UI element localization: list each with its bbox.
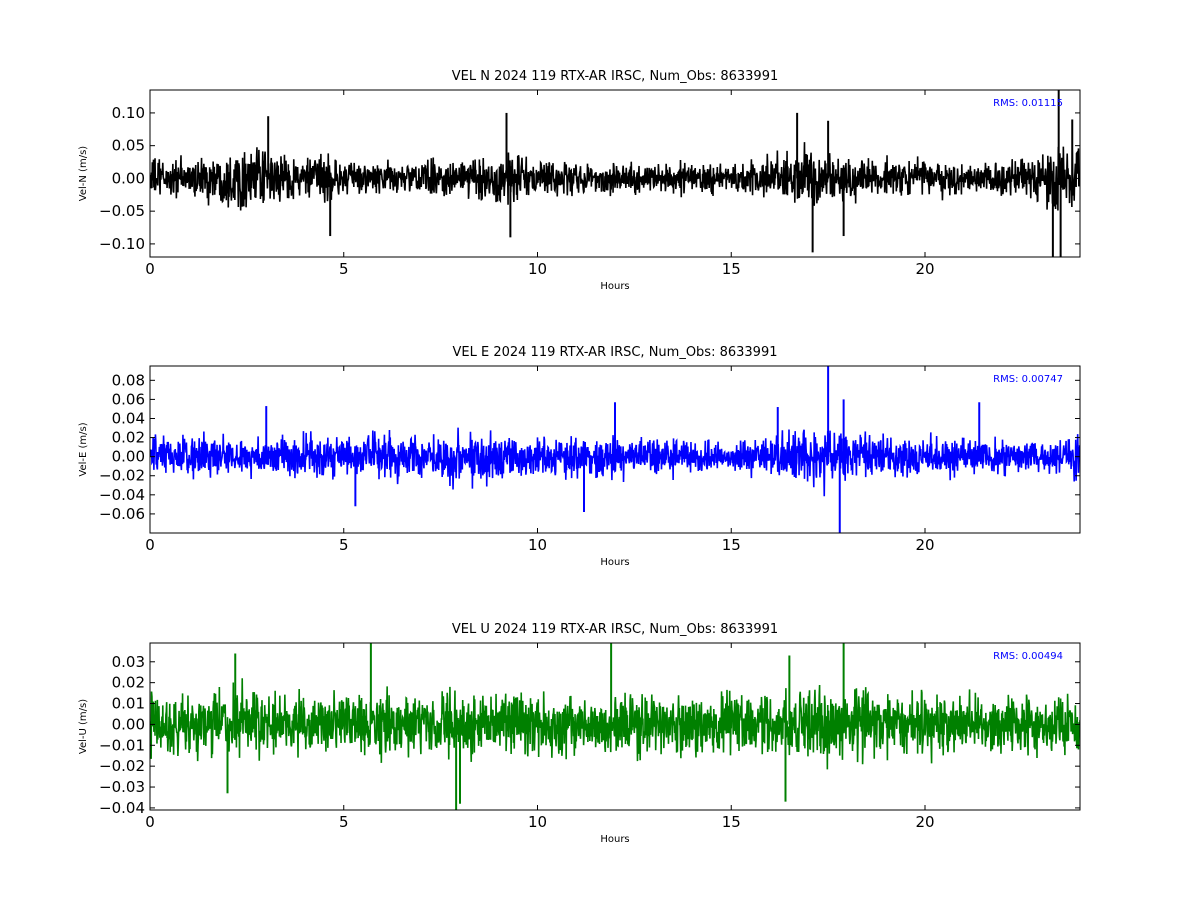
rms-annotation: RMS: 0.00494 (993, 651, 1063, 662)
y-tick-label: −0.01 (99, 736, 145, 754)
x-tick-label: 15 (722, 260, 741, 278)
x-tick-label: 10 (528, 813, 547, 831)
y-tick-label: −0.04 (99, 486, 145, 504)
x-tick-label: 20 (915, 813, 934, 831)
y-tick-label: −0.04 (99, 799, 145, 817)
x-axis-label: Hours (600, 557, 629, 568)
chart-title: VEL E 2024 119 RTX-AR IRSC, Num_Obs: 863… (453, 345, 778, 360)
y-axis-label: Vel-E (m/s) (78, 422, 89, 476)
y-axis-label: Vel-U (m/s) (78, 699, 89, 754)
rms-annotation: RMS: 0.01115 (993, 98, 1063, 109)
rms-annotation: RMS: 0.00747 (993, 374, 1063, 385)
y-tick-label: 0.10 (112, 104, 145, 122)
x-tick-label: 20 (915, 260, 934, 278)
y-tick-label: 0.06 (112, 390, 145, 408)
x-tick-label: 0 (145, 260, 155, 278)
y-tick-label: −0.03 (99, 778, 145, 796)
y-tick-label: 0.03 (112, 653, 145, 671)
y-tick-label: −0.02 (99, 757, 145, 775)
panel-vel-e: 0 5 10 15 20 −0.06−0.04−0.020.000.02 0.040.060… (78, 345, 1081, 568)
x-tick-label: 15 (722, 813, 741, 831)
y-tick-label: −0.05 (99, 202, 145, 220)
panel-vel-n: 0 5 10 15 20 −0.10 −0.05 0.00 0.05 0.10 VEL N 2024… (78, 69, 1081, 292)
y-tick-label: 0.00 (112, 448, 145, 466)
y-tick-label: 0.02 (112, 674, 145, 692)
y-axis-label: Vel-N (m/s) (78, 146, 89, 201)
chart-title: VEL U 2024 119 RTX-AR IRSC, Num_Obs: 863… (452, 622, 778, 637)
panel-vel-u: 0 5 10 15 20 −0.04 −0.03 −0.02 −0.01 0.00 0.01 0.02… (78, 622, 1081, 845)
x-tick-label: 5 (339, 260, 349, 278)
axes-frame (149, 365, 1081, 534)
x-tick-label: 15 (722, 536, 741, 554)
x-tick-label: 20 (915, 536, 934, 554)
x-tick-label: 5 (339, 536, 349, 554)
x-tick-label: 10 (528, 536, 547, 554)
y-tick-label: 0.05 (112, 137, 145, 155)
y-tick-label: 0.08 (112, 371, 145, 389)
chart-title: VEL N 2024 119 RTX-AR IRSC, Num_Obs: 863… (452, 69, 779, 84)
series-line-vel-e (150, 427, 1080, 497)
y-tick-label: −0.02 (99, 467, 145, 485)
axes-frame (149, 89, 1081, 258)
y-tick-label: −0.06 (99, 505, 145, 523)
x-axis-label: Hours (600, 834, 629, 845)
y-tick-label: 0.00 (112, 715, 145, 733)
y-tick-label: 0.00 (112, 169, 145, 187)
y-tick-label: −0.10 (99, 235, 145, 253)
series-line-vel-u (150, 678, 1080, 770)
x-tick-label: 0 (145, 536, 155, 554)
series-line-vel-n (150, 142, 1080, 211)
axes-frame (149, 642, 1081, 811)
y-tick-label: 0.04 (112, 409, 145, 427)
y-tick-label: 0.02 (112, 429, 145, 447)
y-tick-label: 0.01 (112, 695, 145, 713)
x-tick-label: 0 (145, 813, 155, 831)
x-tick-label: 5 (339, 813, 349, 831)
x-axis-label: Hours (600, 281, 629, 292)
x-tick-label: 10 (528, 260, 547, 278)
